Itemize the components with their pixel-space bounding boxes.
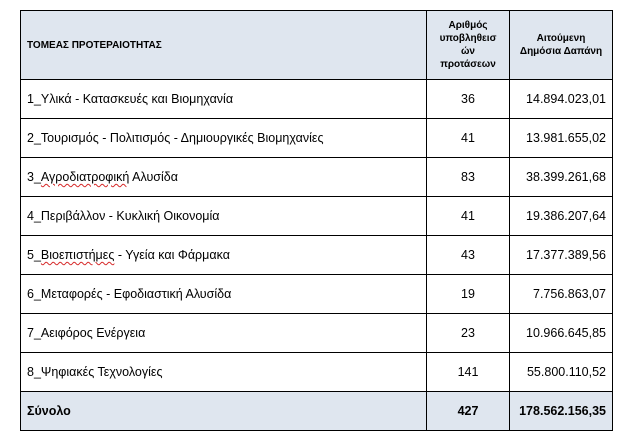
header-spend-line: Δημόσια Δαπάνη: [519, 46, 603, 57]
table-row: 6_Μεταφορές - Εφοδιαστική Αλυσίδα 19 7.7…: [20, 274, 613, 314]
count-cell: 36: [426, 79, 510, 119]
header-count-line: προτάσεων: [440, 59, 496, 70]
header-count: Αριθμός υποβληθεισ ών προτάσεων: [426, 10, 510, 80]
count-cell: 23: [426, 313, 510, 353]
header-spend-line: Αιτούμενη: [536, 33, 586, 44]
sector-text: Μεταφορές - Εφοδιαστική Αλυσίδα: [40, 287, 232, 301]
sector-cell: 8_Ψηφιακές Τεχνολογίες: [20, 352, 427, 392]
spend-cell: 19.386.207,64: [509, 196, 613, 236]
table-row: 4_Περιβάλλον - Κυκλική Οικονομία 41 19.3…: [20, 196, 613, 236]
table-row: 3_Αγροδιατροφική Αλυσίδα 83 38.399.261,6…: [20, 157, 613, 197]
table-row: 5_Βιοεπιστήμες - Υγεία και Φάρμακα 43 17…: [20, 235, 613, 275]
sector-table: ΤΟΜΕΑΣ ΠΡΟΤΕΡΑΙΟΤΗΤΑΣ Αριθμός υποβληθεισ…: [20, 10, 613, 431]
table-row: 8_Ψηφιακές Τεχνολογίες 141 55.800.110,52: [20, 352, 613, 392]
total-count: 427: [426, 391, 510, 431]
count-cell: 43: [426, 235, 510, 275]
header-count-line: ών: [460, 46, 475, 57]
sector-cell: 7_Αειφόρος Ενέργεια: [20, 313, 427, 353]
count-cell: 83: [426, 157, 510, 197]
header-count-line: Αριθμός: [448, 20, 488, 31]
sector-marked-word: Βιοεπιστήμες: [40, 248, 115, 262]
sector-marked-word: Αγροδιατροφική: [40, 170, 130, 184]
table-row: 2_Τουρισμός - Πολιτισμός - Δημιουργικές …: [20, 118, 613, 158]
sector-text: Αλυσίδα: [129, 170, 178, 184]
sector-cell: 3_Αγροδιατροφική Αλυσίδα: [20, 157, 427, 197]
sector-cell: 1_Υλικά - Κατασκευές και Βιομηχανία: [20, 79, 427, 119]
sector-text: Υλικά - Κατασκευές και Βιομηχανία: [40, 92, 234, 106]
spend-cell: 10.966.645,85: [509, 313, 613, 353]
spend-cell: 14.894.023,01: [509, 79, 613, 119]
sector-cell: 4_Περιβάλλον - Κυκλική Οικονομία: [20, 196, 427, 236]
sector-prefix: 2_: [27, 131, 41, 145]
spend-cell: 7.756.863,07: [509, 274, 613, 314]
spend-cell: 55.800.110,52: [509, 352, 613, 392]
spend-cell: 38.399.261,68: [509, 157, 613, 197]
header-row: ΤΟΜΕΑΣ ΠΡΟΤΕΡΑΙΟΤΗΤΑΣ Αριθμός υποβληθεισ…: [20, 10, 613, 80]
sector-prefix: 1_: [27, 92, 41, 106]
total-label: Σύνολο: [20, 391, 427, 431]
count-cell: 41: [426, 196, 510, 236]
count-cell: 41: [426, 118, 510, 158]
spend-cell: 13.981.655,02: [509, 118, 613, 158]
sector-prefix: 3_: [27, 170, 41, 184]
sector-prefix: 7_: [27, 326, 41, 340]
sector-prefix: 6_: [27, 287, 41, 301]
sector-text: Αειφόρος Ενέργεια: [40, 326, 146, 340]
sector-prefix: 5_: [27, 248, 41, 262]
table-row: 7_Αειφόρος Ενέργεια 23 10.966.645,85: [20, 313, 613, 353]
count-cell: 141: [426, 352, 510, 392]
sector-cell: 6_Μεταφορές - Εφοδιαστική Αλυσίδα: [20, 274, 427, 314]
count-cell: 19: [426, 274, 510, 314]
sector-cell: 5_Βιοεπιστήμες - Υγεία και Φάρμακα: [20, 235, 427, 275]
sector-cell: 2_Τουρισμός - Πολιτισμός - Δημιουργικές …: [20, 118, 427, 158]
sector-text: Τουρισμός - Πολιτισμός - Δημιουργικές Βι…: [40, 131, 324, 145]
sector-prefix: 8_: [27, 365, 41, 379]
total-row: Σύνολο 427 178.562.156,35: [20, 391, 613, 431]
sector-text: Περιβάλλον - Κυκλική Οικονομία: [40, 209, 220, 223]
sector-text: Ψηφιακές Τεχνολογίες: [40, 365, 163, 379]
table-row: 1_Υλικά - Κατασκευές και Βιομηχανία 36 1…: [20, 79, 613, 119]
header-sector: ΤΟΜΕΑΣ ΠΡΟΤΕΡΑΙΟΤΗΤΑΣ: [20, 10, 427, 80]
header-spend: Αιτούμενη Δημόσια Δαπάνη: [509, 10, 613, 80]
header-count-line: υποβληθεισ: [439, 33, 497, 44]
sector-text: - Υγεία και Φάρμακα: [114, 248, 230, 262]
total-spend: 178.562.156,35: [509, 391, 613, 431]
sector-prefix: 4_: [27, 209, 41, 223]
spend-cell: 17.377.389,56: [509, 235, 613, 275]
